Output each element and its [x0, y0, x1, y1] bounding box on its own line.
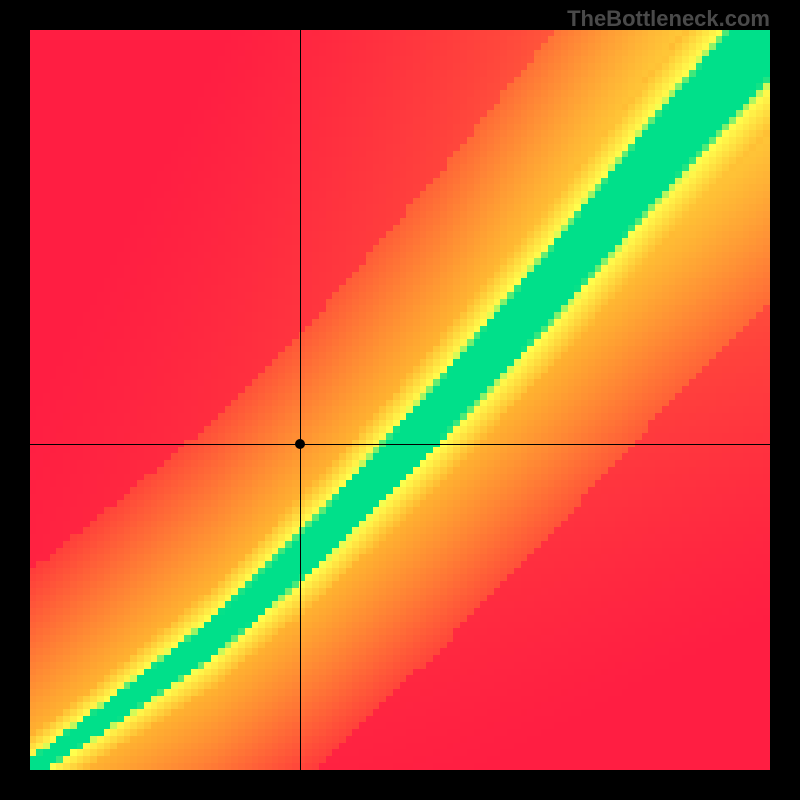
chart-container: TheBottleneck.com [0, 0, 800, 800]
crosshair-vertical [300, 30, 301, 770]
crosshair-horizontal [30, 444, 770, 445]
heatmap-plot [30, 30, 770, 770]
watermark-text: TheBottleneck.com [567, 6, 770, 32]
heatmap-canvas [30, 30, 770, 770]
marker-dot [295, 439, 305, 449]
